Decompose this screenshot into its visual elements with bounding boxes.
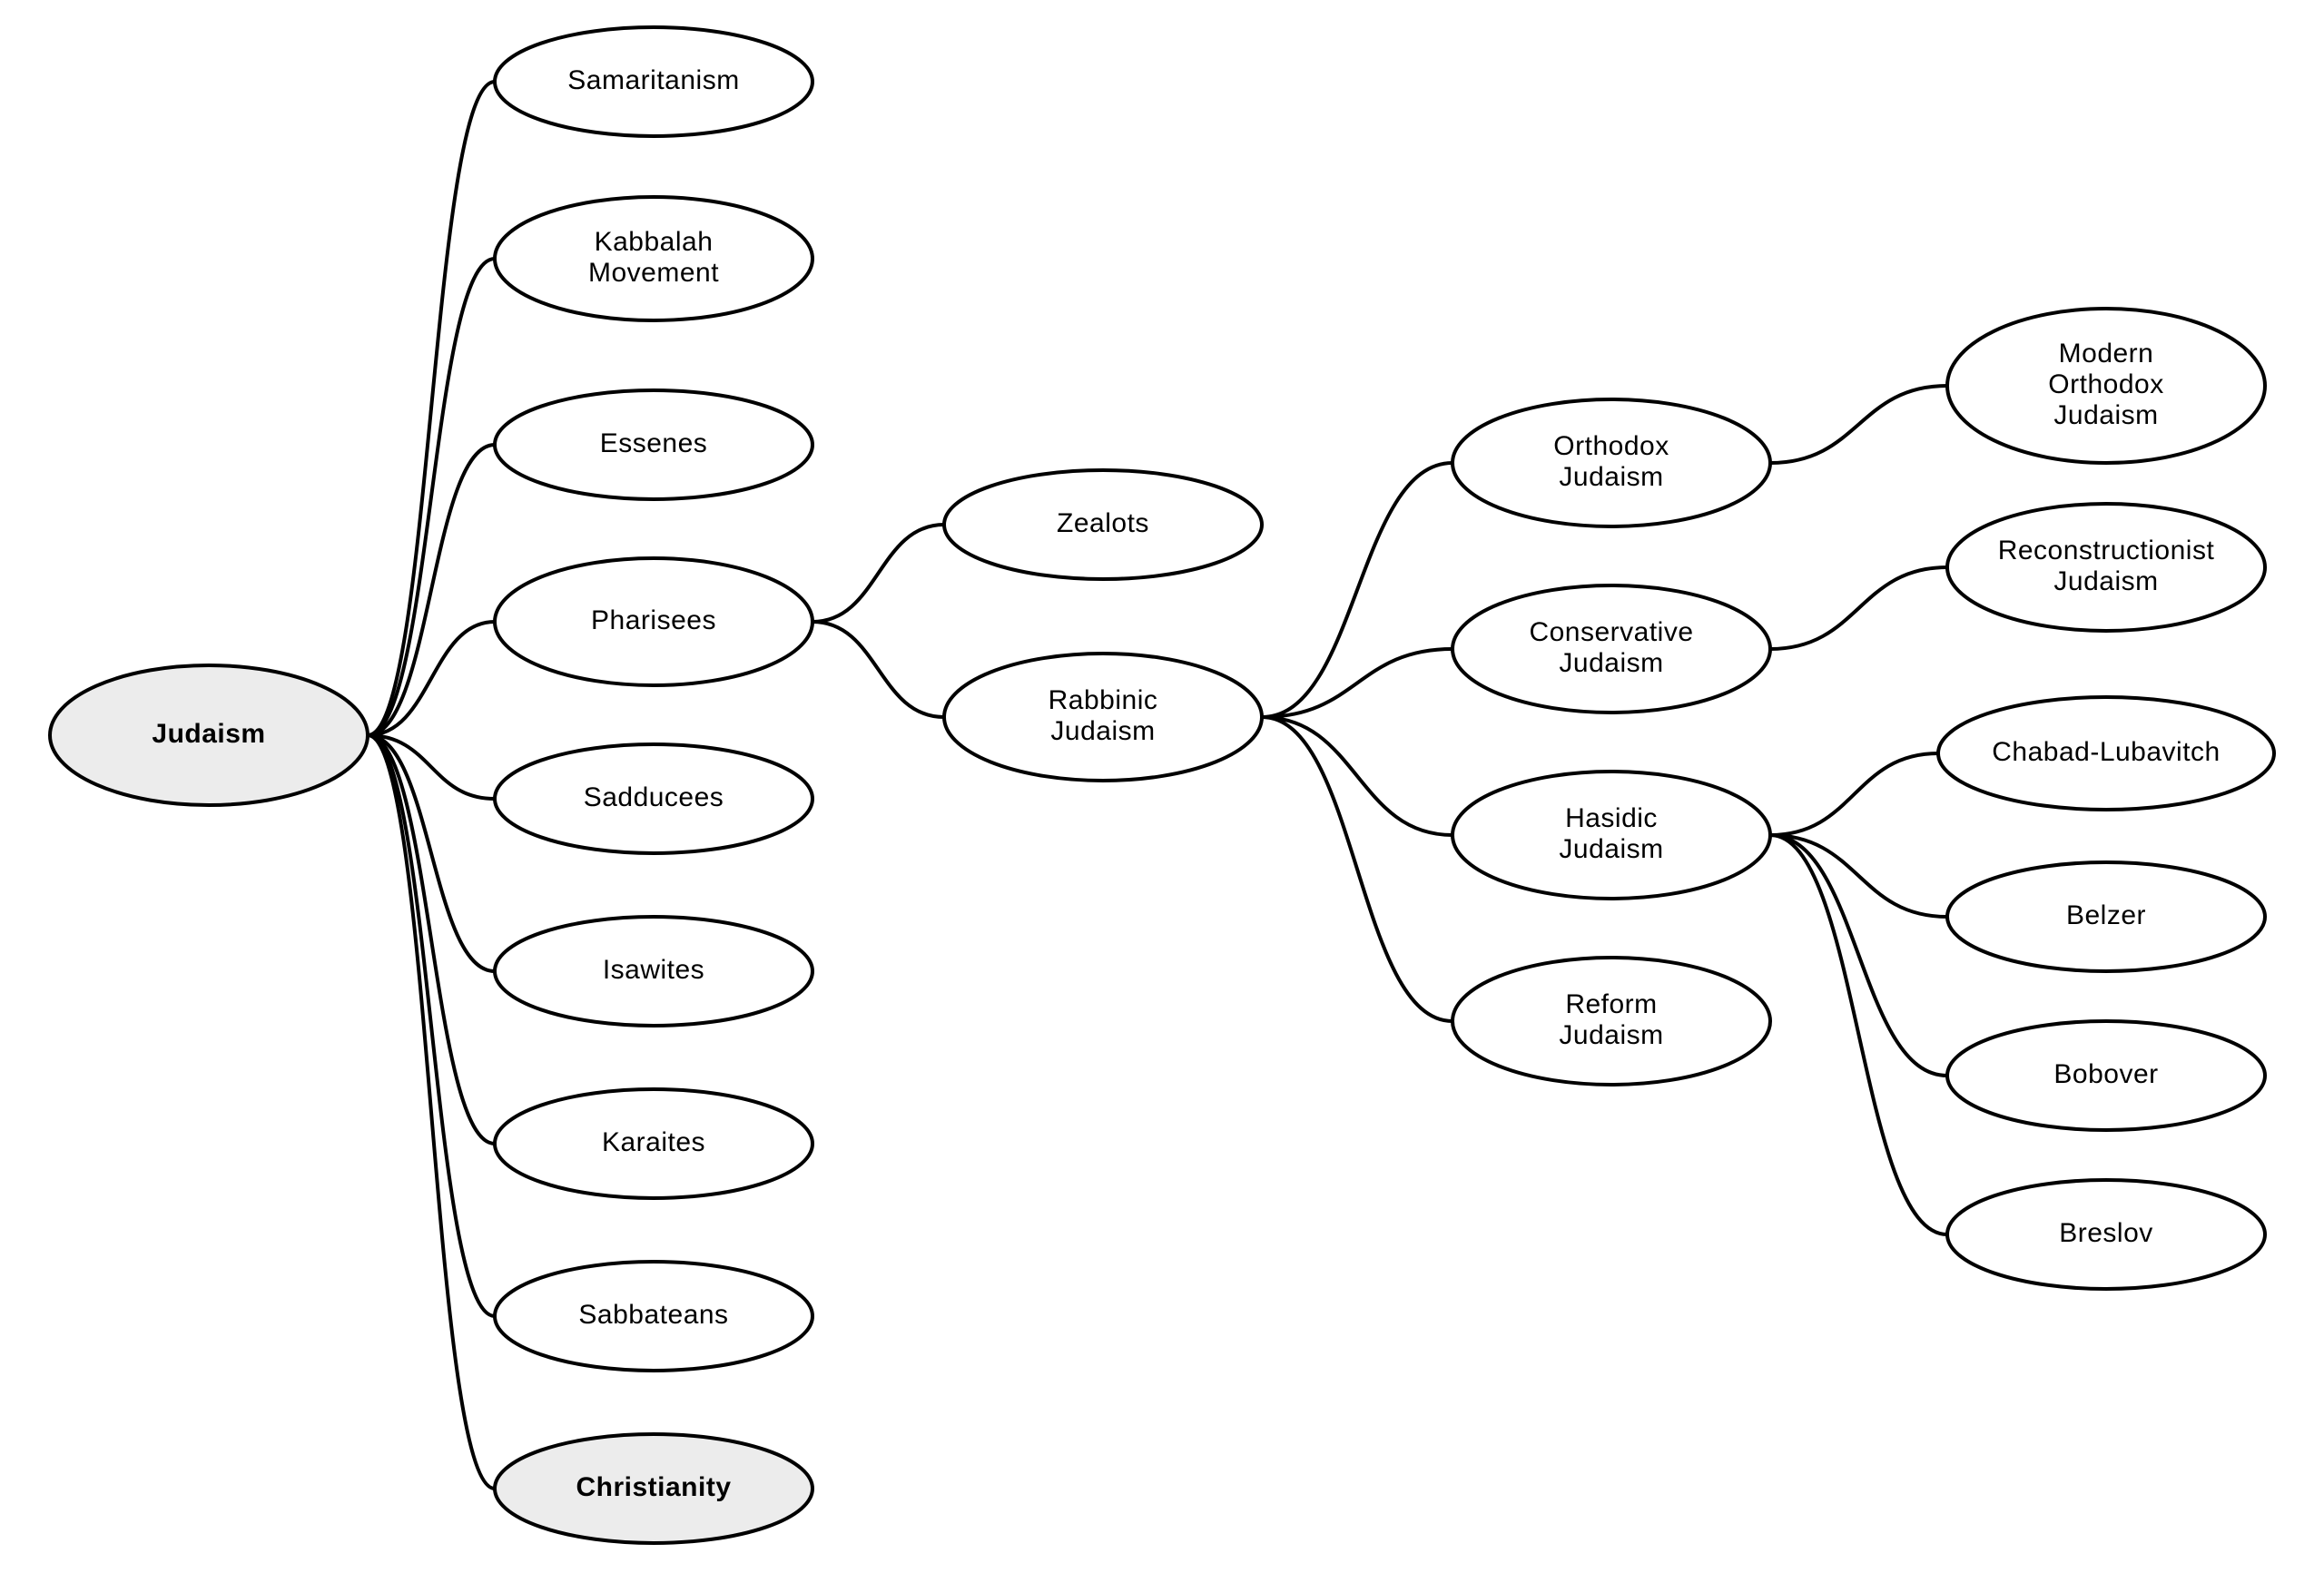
node-label-sabbateans: Sabbateans	[578, 1300, 728, 1330]
edge-orthodox-to-modernorthodox	[1770, 386, 1947, 463]
edge-hasidic-to-breslov	[1770, 835, 1947, 1234]
node-label-kabbalah: KabbalahMovement	[588, 227, 719, 288]
node-hasidic: HasidicJudaism	[1452, 772, 1770, 899]
node-pharisees: Pharisees	[495, 558, 812, 685]
node-label-reform: ReformJudaism	[1559, 989, 1663, 1050]
node-samaritanism: Samaritanism	[495, 27, 812, 136]
node-bobover: Bobover	[1947, 1021, 2265, 1130]
node-judaism: Judaism	[50, 665, 368, 805]
node-breslov: Breslov	[1947, 1180, 2265, 1289]
node-chabad: Chabad-Lubavitch	[1938, 697, 2274, 810]
node-label-sadducees: Sadducees	[584, 782, 724, 812]
node-isawites: Isawites	[495, 917, 812, 1026]
node-reconstructionist: ReconstructionistJudaism	[1947, 504, 2265, 631]
node-kabbalah: KabbalahMovement	[495, 197, 812, 320]
node-sabbateans: Sabbateans	[495, 1262, 812, 1371]
node-modernorthodox: ModernOrthodoxJudaism	[1947, 309, 2265, 463]
edge-judaism-to-samaritanism	[368, 82, 495, 735]
edge-pharisees-to-zealots	[812, 525, 944, 622]
node-reform: ReformJudaism	[1452, 958, 1770, 1085]
node-karaites: Karaites	[495, 1089, 812, 1198]
edge-judaism-to-sabbateans	[368, 735, 495, 1316]
node-conservative: ConservativeJudaism	[1452, 585, 1770, 713]
node-label-christianity: Christianity	[576, 1472, 731, 1502]
node-label-isawites: Isawites	[603, 955, 704, 985]
node-label-breslov: Breslov	[2059, 1218, 2153, 1248]
node-label-pharisees: Pharisees	[591, 605, 716, 635]
node-sadducees: Sadducees	[495, 744, 812, 853]
node-zealots: Zealots	[944, 470, 1262, 579]
node-label-orthodox: OrthodoxJudaism	[1553, 431, 1669, 492]
edge-rabbinic-to-orthodox	[1262, 463, 1452, 717]
node-label-rabbinic: RabbinicJudaism	[1049, 685, 1158, 746]
node-label-samaritanism: Samaritanism	[567, 65, 739, 95]
edge-rabbinic-to-hasidic	[1262, 717, 1452, 835]
node-label-chabad: Chabad-Lubavitch	[1992, 737, 2221, 767]
node-rabbinic: RabbinicJudaism	[944, 654, 1262, 781]
node-label-belzer: Belzer	[2066, 900, 2146, 930]
edge-judaism-to-kabbalah	[368, 259, 495, 735]
edge-pharisees-to-rabbinic	[812, 622, 944, 717]
node-label-hasidic: HasidicJudaism	[1559, 803, 1663, 864]
node-label-zealots: Zealots	[1057, 508, 1149, 538]
node-christianity: Christianity	[495, 1434, 812, 1543]
node-label-bobover: Bobover	[2053, 1059, 2158, 1089]
node-belzer: Belzer	[1947, 862, 2265, 971]
node-label-modernorthodox: ModernOrthodoxJudaism	[2048, 339, 2163, 430]
node-essenes: Essenes	[495, 390, 812, 499]
edge-rabbinic-to-reform	[1262, 717, 1452, 1021]
edge-hasidic-to-chabad	[1770, 753, 1938, 835]
node-orthodox: OrthodoxJudaism	[1452, 399, 1770, 526]
node-label-karaites: Karaites	[602, 1127, 705, 1157]
node-label-essenes: Essenes	[600, 428, 708, 458]
edge-conservative-to-reconstructionist	[1770, 567, 1947, 649]
diagram-canvas: Judaism Samaritanism KabbalahMovement Essen…	[0, 0, 2324, 1583]
nodes-layer: Judaism Samaritanism KabbalahMovement Essen…	[50, 27, 2274, 1543]
node-label-judaism: Judaism	[152, 719, 265, 749]
